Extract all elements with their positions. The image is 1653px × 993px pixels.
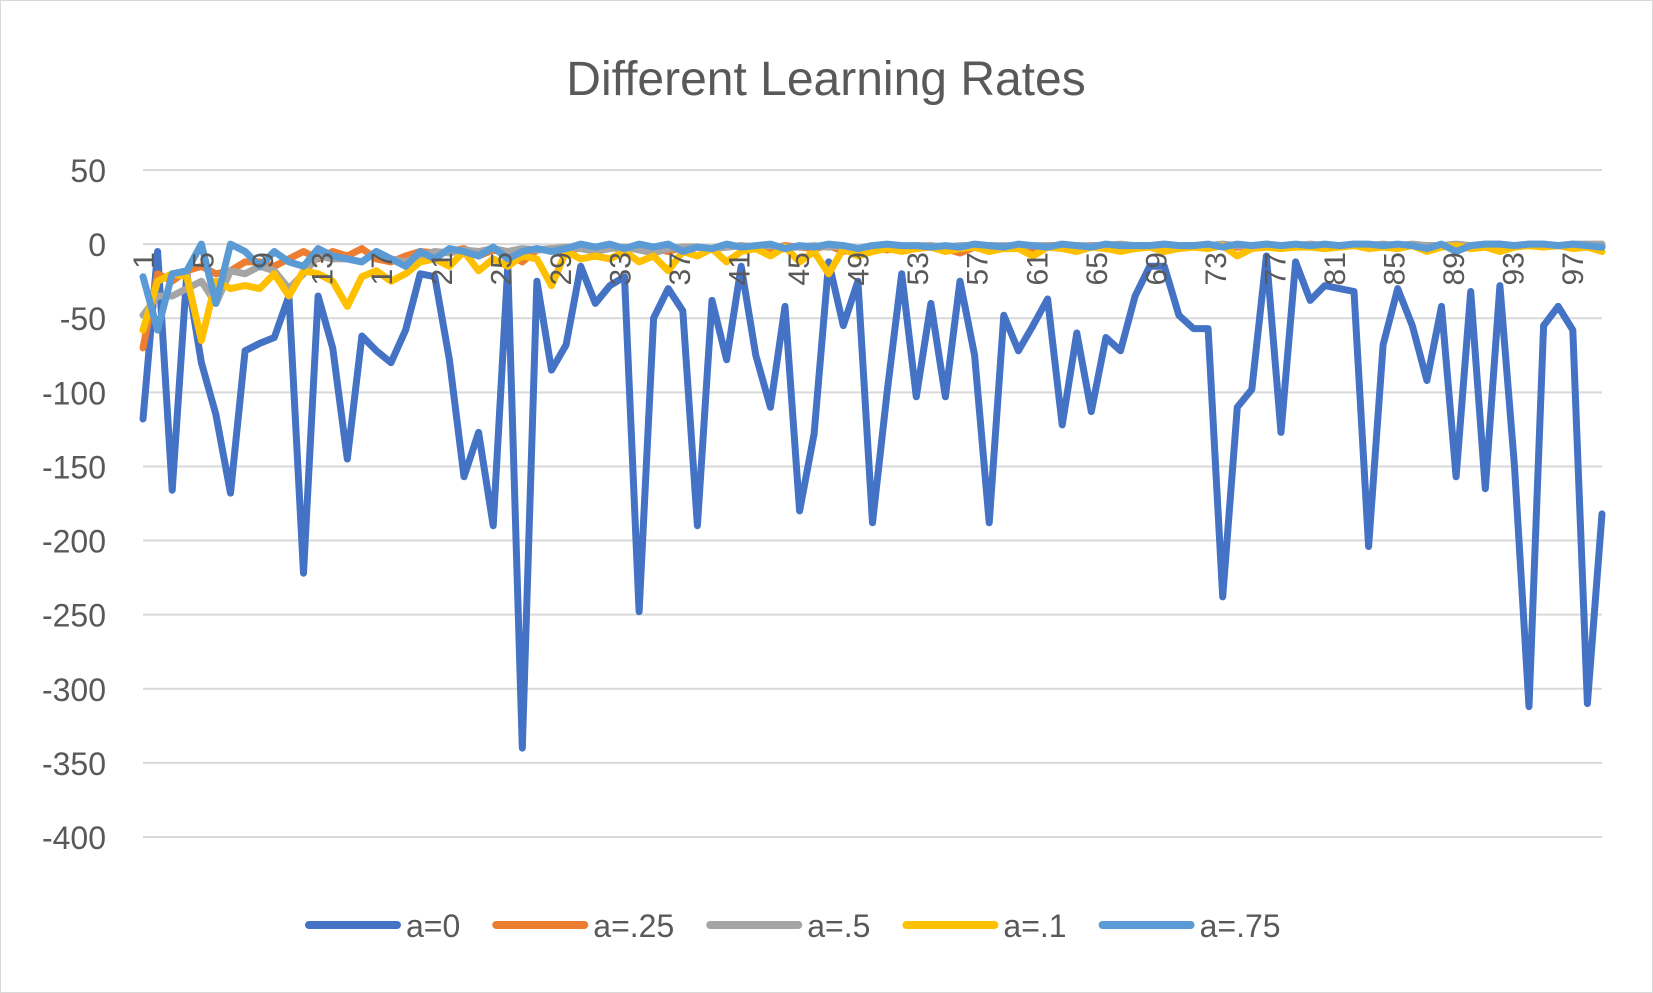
x-tick-label: 89 (1438, 252, 1471, 285)
series-lines (139, 240, 1606, 752)
x-tick-label: 57 (962, 252, 995, 285)
x-tick-label: 25 (485, 252, 518, 285)
x-tick-label: 73 (1200, 252, 1233, 285)
chart-title: Different Learning Rates (566, 53, 1085, 106)
legend-item[interactable]: a=.5 (706, 908, 870, 944)
y-tick-label: -300 (42, 672, 106, 708)
x-tick-label: 45 (783, 252, 816, 285)
x-tick-label: 13 (307, 252, 340, 285)
x-tick-label: 21 (426, 252, 459, 285)
y-tick-label: -250 (42, 598, 106, 634)
x-tick-label: 37 (664, 252, 697, 285)
x-tick-label: 5 (188, 252, 221, 269)
legend-label: a=.75 (1200, 908, 1281, 944)
x-tick-label: 49 (843, 252, 876, 285)
legend-label: a=.25 (593, 908, 674, 944)
x-tick-label: 53 (902, 252, 935, 285)
legend-item[interactable]: a=.25 (492, 908, 674, 944)
y-tick-label: -350 (42, 746, 106, 782)
legend-item[interactable]: a=0 (305, 908, 460, 944)
y-tick-label: -100 (42, 375, 106, 411)
x-tick-label: 61 (1021, 252, 1054, 285)
legend-label: a=.5 (807, 908, 870, 944)
y-tick-label: -400 (42, 820, 106, 856)
legend-label: a=0 (406, 908, 460, 944)
x-tick-label: 29 (545, 252, 578, 285)
x-axis-ticks: 1 5 9 13 17 21 25 29 33 37 41 45 49 53 57 61 65 69 73 77 81 8… (128, 252, 1590, 285)
x-tick-label: 69 (1140, 252, 1173, 285)
legend: a=0 a=.25 a=.5 a=.1 a=.75 (305, 908, 1281, 944)
x-tick-label: 77 (1259, 252, 1292, 285)
series-line (139, 248, 1606, 752)
legend-label: a=.1 (1003, 908, 1066, 944)
x-tick-label: 41 (724, 252, 757, 285)
y-tick-label: 50 (70, 153, 106, 189)
x-tick-label: 65 (1081, 252, 1114, 285)
legend-item[interactable]: a=.75 (1098, 908, 1281, 944)
x-tick-label: 97 (1557, 252, 1590, 285)
y-axis-ticks: 50 0 -50 -100 -150 -200 -250 -300 -350 -400 (42, 153, 106, 856)
series-line (139, 240, 1606, 334)
x-tick-label: 1 (128, 252, 161, 269)
x-tick-label: 81 (1319, 252, 1352, 285)
x-tick-label: 93 (1498, 252, 1531, 285)
x-tick-label: 17 (366, 252, 399, 285)
y-tick-label: -200 (42, 524, 106, 560)
legend-item[interactable]: a=.1 (902, 908, 1067, 944)
y-tick-label: -150 (42, 449, 106, 485)
x-tick-label: 33 (604, 252, 637, 285)
x-tick-label: 85 (1379, 252, 1412, 285)
y-tick-label: 0 (88, 227, 106, 263)
x-tick-label: 9 (247, 252, 280, 269)
y-tick-label: -50 (60, 301, 106, 337)
